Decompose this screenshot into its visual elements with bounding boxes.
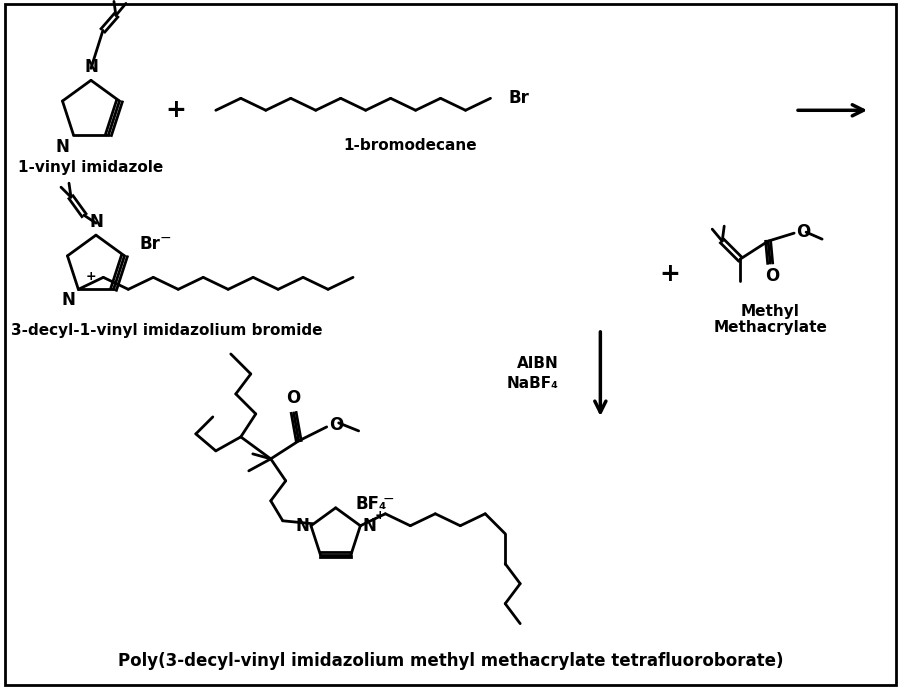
Text: N: N	[89, 213, 103, 231]
Text: N: N	[61, 291, 76, 309]
Text: Methyl: Methyl	[741, 304, 799, 318]
Text: Methacrylate: Methacrylate	[713, 320, 827, 335]
Text: O: O	[286, 389, 301, 407]
Text: NaBF₄: NaBF₄	[507, 376, 558, 391]
Text: Poly(3-decyl-vinyl imidazolium methyl methacrylate tetrafluoroborate): Poly(3-decyl-vinyl imidazolium methyl me…	[118, 652, 783, 670]
Text: O: O	[328, 416, 343, 434]
Text: +: +	[660, 262, 680, 286]
Text: 3-decyl-1-vinyl imidazolium bromide: 3-decyl-1-vinyl imidazolium bromide	[11, 323, 322, 338]
Text: +: +	[86, 270, 96, 283]
Text: Br: Br	[140, 235, 160, 253]
Text: −: −	[159, 231, 171, 245]
Text: −: −	[382, 492, 394, 506]
Text: N: N	[295, 517, 309, 535]
Text: 1-vinyl imidazole: 1-vinyl imidazole	[18, 161, 164, 175]
Text: N: N	[56, 138, 69, 156]
Text: AIBN: AIBN	[517, 356, 558, 371]
Text: N: N	[84, 59, 98, 76]
Text: Br: Br	[508, 90, 529, 107]
Text: O: O	[765, 267, 779, 285]
Text: 1-bromodecane: 1-bromodecane	[344, 138, 477, 153]
Text: O: O	[796, 223, 810, 241]
Text: +: +	[374, 508, 385, 522]
Text: BF₄: BF₄	[356, 495, 387, 513]
Text: N: N	[363, 517, 376, 535]
Text: +: +	[166, 99, 186, 122]
